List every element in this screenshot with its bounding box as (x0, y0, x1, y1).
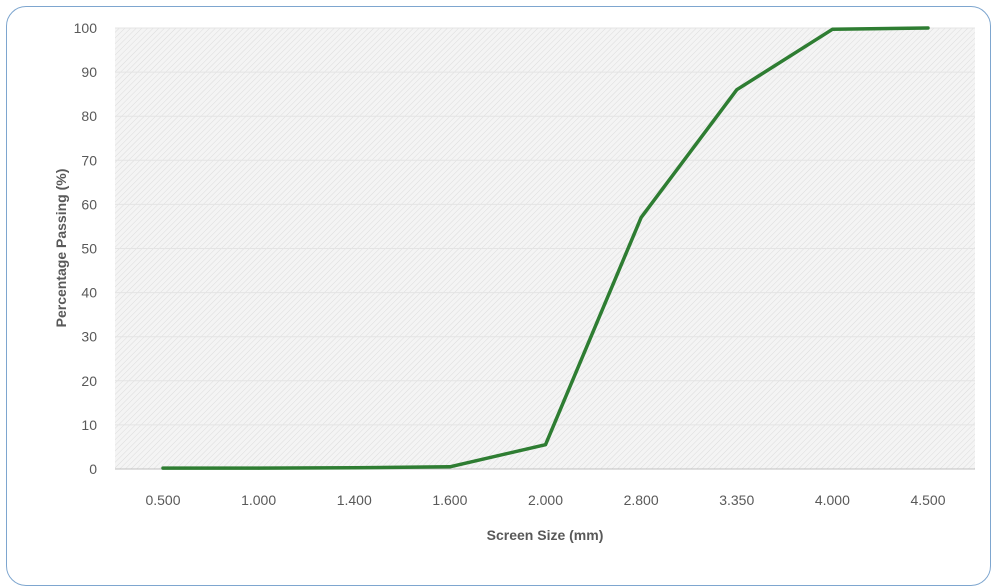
y-axis-ticks: 0 10 20 30 40 50 60 70 80 90 100 (74, 20, 98, 477)
x-tick-label: 3.350 (719, 492, 754, 508)
x-tick-label: 4.500 (910, 492, 945, 508)
data-point (830, 27, 834, 31)
x-tick-label: 1.000 (241, 492, 276, 508)
data-point (735, 88, 739, 92)
x-axis-title: Screen Size (mm) (487, 527, 604, 543)
x-tick-label: 0.500 (145, 492, 180, 508)
y-tick-label: 90 (81, 64, 97, 80)
gridlines (115, 27, 975, 426)
series-layer (161, 26, 930, 470)
y-tick-label: 100 (74, 20, 98, 36)
y-tick-label: 60 (81, 196, 97, 212)
chart: 0 10 20 30 40 50 60 70 80 90 100 0.500 1.000 1.400 1.… (53, 20, 975, 543)
y-tick-label: 80 (81, 108, 97, 124)
data-point (639, 216, 643, 220)
data-point (161, 466, 165, 470)
x-tick-label: 4.000 (815, 492, 850, 508)
y-tick-label: 40 (81, 285, 97, 301)
y-tick-label: 0 (89, 461, 97, 477)
y-axis-title: Percentage Passing (%) (53, 169, 69, 328)
data-point (544, 443, 547, 447)
x-tick-label: 2.800 (624, 492, 659, 508)
y-tick-label: 30 (81, 329, 97, 345)
x-tick-label: 1.600 (432, 492, 467, 508)
x-tick-label: 1.400 (337, 492, 372, 508)
data-point (352, 466, 356, 470)
y-tick-label: 50 (81, 241, 97, 257)
data-point (926, 26, 930, 30)
x-axis-ticks: 0.500 1.000 1.400 1.600 2.000 2.800 3.350 4.000… (145, 492, 945, 508)
y-tick-label: 70 (81, 152, 97, 168)
y-tick-label: 20 (81, 373, 97, 389)
data-point (448, 465, 452, 469)
y-tick-label: 10 (81, 417, 97, 433)
x-tick-label: 2.000 (528, 492, 563, 508)
data-point (257, 466, 261, 470)
